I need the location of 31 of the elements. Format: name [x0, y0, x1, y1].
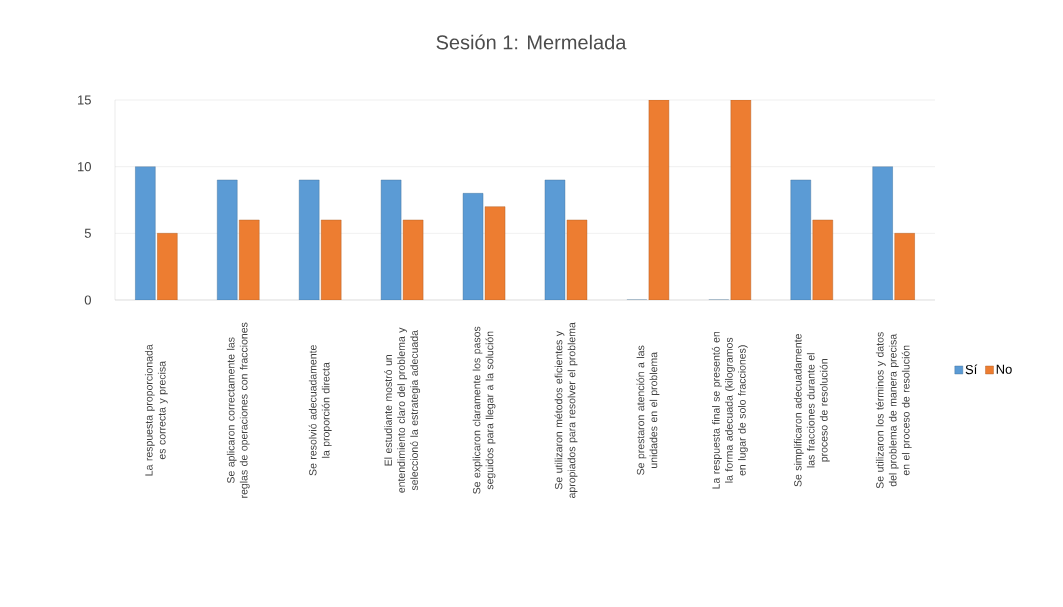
- bar: [790, 179, 811, 300]
- y-tick-label: 15: [78, 95, 91, 105]
- bar: [872, 166, 893, 300]
- bar: [157, 233, 178, 300]
- x-tick-label: La respuesta proporcionada es correcta y precisa: [144, 344, 168, 476]
- bar: [217, 179, 238, 300]
- bar: [566, 219, 588, 300]
- bar: [298, 179, 320, 300]
- bar: [239, 219, 260, 300]
- x-tick-label: Se aplicaron correctamente las reglas de operaciones con fracciones: [226, 322, 250, 498]
- x-tick-label: La respuesta final se presentó en la forma adecuada (kilogramos en lugar de solo fracciones): [711, 331, 748, 489]
- bar: [730, 99, 752, 300]
- bar: [484, 206, 506, 300]
- bar: [402, 219, 424, 300]
- bar: [812, 219, 833, 300]
- x-tick-label: Se simplificaron adecuadamente las fracciones durante el proceso de resolución: [793, 334, 830, 487]
- y-tick-label: 10: [78, 162, 91, 172]
- x-tick-label: El estudiante mostró un entendimiento claro del problema y seleccionó la estrategia adecuada: [384, 327, 421, 493]
- bar: [135, 166, 156, 300]
- x-tick-label: Se resolvió adecuadamente la proporción directa: [308, 345, 332, 476]
- x-tick-label: Se explicaron claramente los pasos seguidos para llegar a la solución: [472, 326, 496, 494]
- x-tick-label: Se utilizaron métodos eficientes y apropiados para resolver el problema: [554, 322, 578, 498]
- legend-label: Sí: [965, 364, 978, 375]
- chart-title: Sesión 1: Mermelada: [436, 34, 627, 50]
- bar: [648, 99, 670, 300]
- bar: [894, 233, 915, 300]
- x-tick-label: Se prestaron atención a las unidades en el problema: [636, 345, 660, 475]
- y-tick-label: 0: [84, 295, 91, 305]
- bar: [320, 219, 342, 300]
- y-tick-label: 5: [84, 228, 91, 238]
- legend-label: No: [996, 364, 1012, 374]
